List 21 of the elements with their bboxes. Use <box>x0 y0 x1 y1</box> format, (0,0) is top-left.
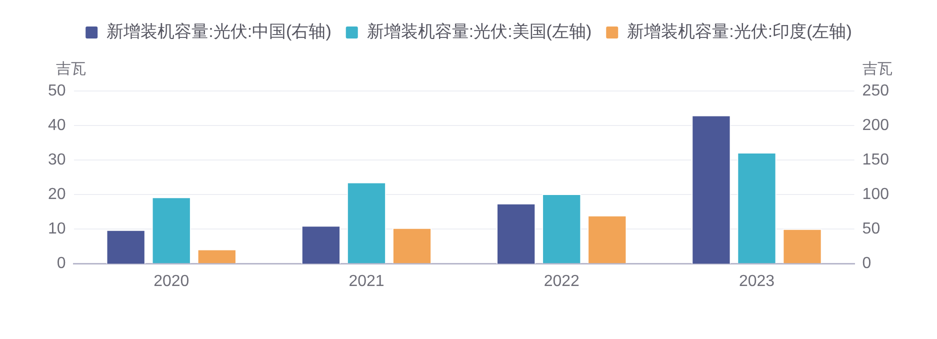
y-tick-label: 40 <box>48 116 66 134</box>
y2-tick-label: 0 <box>862 255 872 272</box>
legend-label: 新增装机容量:光伏:中国(右轴) <box>106 22 332 42</box>
legend-label: 新增装机容量:光伏:美国(左轴) <box>366 22 592 42</box>
y-tick-label: 10 <box>48 220 66 238</box>
x-tick-label: 2022 <box>544 272 580 290</box>
x-tick-label: 2020 <box>154 272 190 290</box>
y-tick-label: 0 <box>56 255 66 272</box>
y-tick-label: 20 <box>48 186 66 204</box>
x-tick-label: 2021 <box>348 272 384 290</box>
y2-axis-title: 吉瓦 <box>862 60 892 78</box>
y-axis-title: 吉瓦 <box>56 60 86 78</box>
x-tick-label: 2023 <box>738 272 775 290</box>
legend-label: 新增装机容量:光伏:印度(左轴) <box>627 22 852 42</box>
y2-tick-label: 150 <box>862 152 890 169</box>
y2-tick-label: 100 <box>862 186 890 204</box>
y-tick-label: 30 <box>48 152 66 169</box>
y-tick-label: 50 <box>48 82 66 100</box>
y2-tick-label: 250 <box>862 82 890 100</box>
y2-tick-label: 200 <box>862 116 890 134</box>
y2-tick-label: 50 <box>862 220 880 238</box>
